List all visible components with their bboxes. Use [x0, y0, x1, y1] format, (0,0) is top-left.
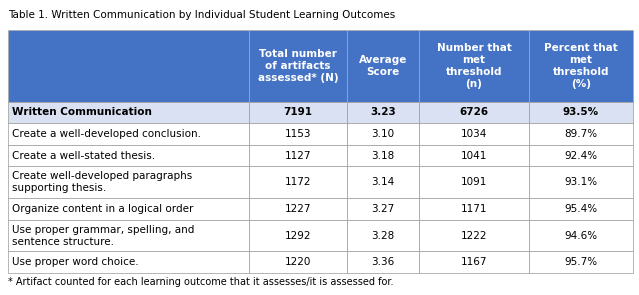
Text: 92.4%: 92.4%: [564, 151, 597, 161]
Text: 94.6%: 94.6%: [564, 230, 597, 240]
Bar: [8, 251, 249, 273]
Text: 7191: 7191: [284, 107, 312, 117]
Text: 1220: 1220: [285, 257, 311, 267]
Bar: [249, 166, 347, 198]
Text: Total number
of artifacts
assessed* (N): Total number of artifacts assessed* (N): [258, 48, 339, 83]
Bar: [347, 166, 419, 198]
Text: Use proper grammar, spelling, and
sentence structure.: Use proper grammar, spelling, and senten…: [12, 224, 194, 247]
Text: Average
Score: Average Score: [358, 55, 407, 76]
Text: Create a well-stated thesis.: Create a well-stated thesis.: [12, 151, 155, 161]
Bar: [347, 124, 419, 145]
Text: 95.4%: 95.4%: [564, 204, 597, 214]
Text: 3.10: 3.10: [371, 129, 394, 139]
Text: Organize content in a logical order: Organize content in a logical order: [12, 204, 194, 214]
Bar: [249, 101, 347, 124]
Bar: [347, 220, 419, 251]
Bar: [8, 145, 249, 166]
Bar: [8, 124, 249, 145]
Bar: [529, 101, 633, 124]
Text: 1292: 1292: [285, 230, 311, 240]
Text: 3.18: 3.18: [371, 151, 394, 161]
Bar: [8, 30, 249, 101]
Bar: [249, 30, 347, 101]
Text: Use proper word choice.: Use proper word choice.: [12, 257, 139, 267]
Bar: [8, 101, 249, 124]
Text: Create well-developed paragraphs
supporting thesis.: Create well-developed paragraphs support…: [12, 171, 192, 193]
Bar: [249, 220, 347, 251]
Bar: [529, 30, 633, 101]
Bar: [249, 251, 347, 273]
Text: 1091: 1091: [461, 177, 487, 187]
Bar: [419, 145, 529, 166]
Text: 1034: 1034: [461, 129, 487, 139]
Text: Number that
met
threshold
(n): Number that met threshold (n): [436, 42, 511, 88]
Bar: [529, 166, 633, 198]
Bar: [419, 30, 529, 101]
Bar: [529, 251, 633, 273]
Bar: [529, 124, 633, 145]
Bar: [529, 145, 633, 166]
Text: Create a well-developed conclusion.: Create a well-developed conclusion.: [12, 129, 201, 139]
Bar: [419, 220, 529, 251]
Bar: [249, 198, 347, 220]
Bar: [249, 124, 347, 145]
Text: 1171: 1171: [461, 204, 488, 214]
Bar: [8, 198, 249, 220]
Bar: [419, 166, 529, 198]
Text: 6726: 6726: [459, 107, 489, 117]
Text: Written Communication: Written Communication: [12, 107, 152, 117]
Bar: [419, 124, 529, 145]
Text: 1041: 1041: [461, 151, 487, 161]
Bar: [347, 251, 419, 273]
Bar: [529, 220, 633, 251]
Text: 93.1%: 93.1%: [564, 177, 597, 187]
Bar: [347, 101, 419, 124]
Text: * Artifact counted for each learning outcome that it assesses/it is assessed for: * Artifact counted for each learning out…: [8, 277, 393, 287]
Bar: [419, 198, 529, 220]
Bar: [347, 30, 419, 101]
Bar: [529, 198, 633, 220]
Text: 1222: 1222: [461, 230, 488, 240]
Text: 1227: 1227: [285, 204, 311, 214]
Text: 3.14: 3.14: [371, 177, 394, 187]
Text: 3.27: 3.27: [371, 204, 394, 214]
Bar: [347, 145, 419, 166]
Bar: [347, 198, 419, 220]
Text: 95.7%: 95.7%: [564, 257, 597, 267]
Bar: [419, 251, 529, 273]
Text: Percent that
met
threshold
(%): Percent that met threshold (%): [544, 42, 618, 88]
Text: 3.28: 3.28: [371, 230, 394, 240]
Text: 89.7%: 89.7%: [564, 129, 597, 139]
Text: 1153: 1153: [285, 129, 311, 139]
Bar: [8, 220, 249, 251]
Text: 1127: 1127: [285, 151, 311, 161]
Text: Table 1. Written Communication by Individual Student Learning Outcomes: Table 1. Written Communication by Indivi…: [8, 10, 395, 20]
Bar: [8, 166, 249, 198]
Text: 1172: 1172: [285, 177, 311, 187]
Text: 1167: 1167: [461, 257, 488, 267]
Bar: [249, 145, 347, 166]
Text: 93.5%: 93.5%: [563, 107, 599, 117]
Bar: [419, 101, 529, 124]
Text: 3.23: 3.23: [370, 107, 396, 117]
Text: 3.36: 3.36: [371, 257, 394, 267]
